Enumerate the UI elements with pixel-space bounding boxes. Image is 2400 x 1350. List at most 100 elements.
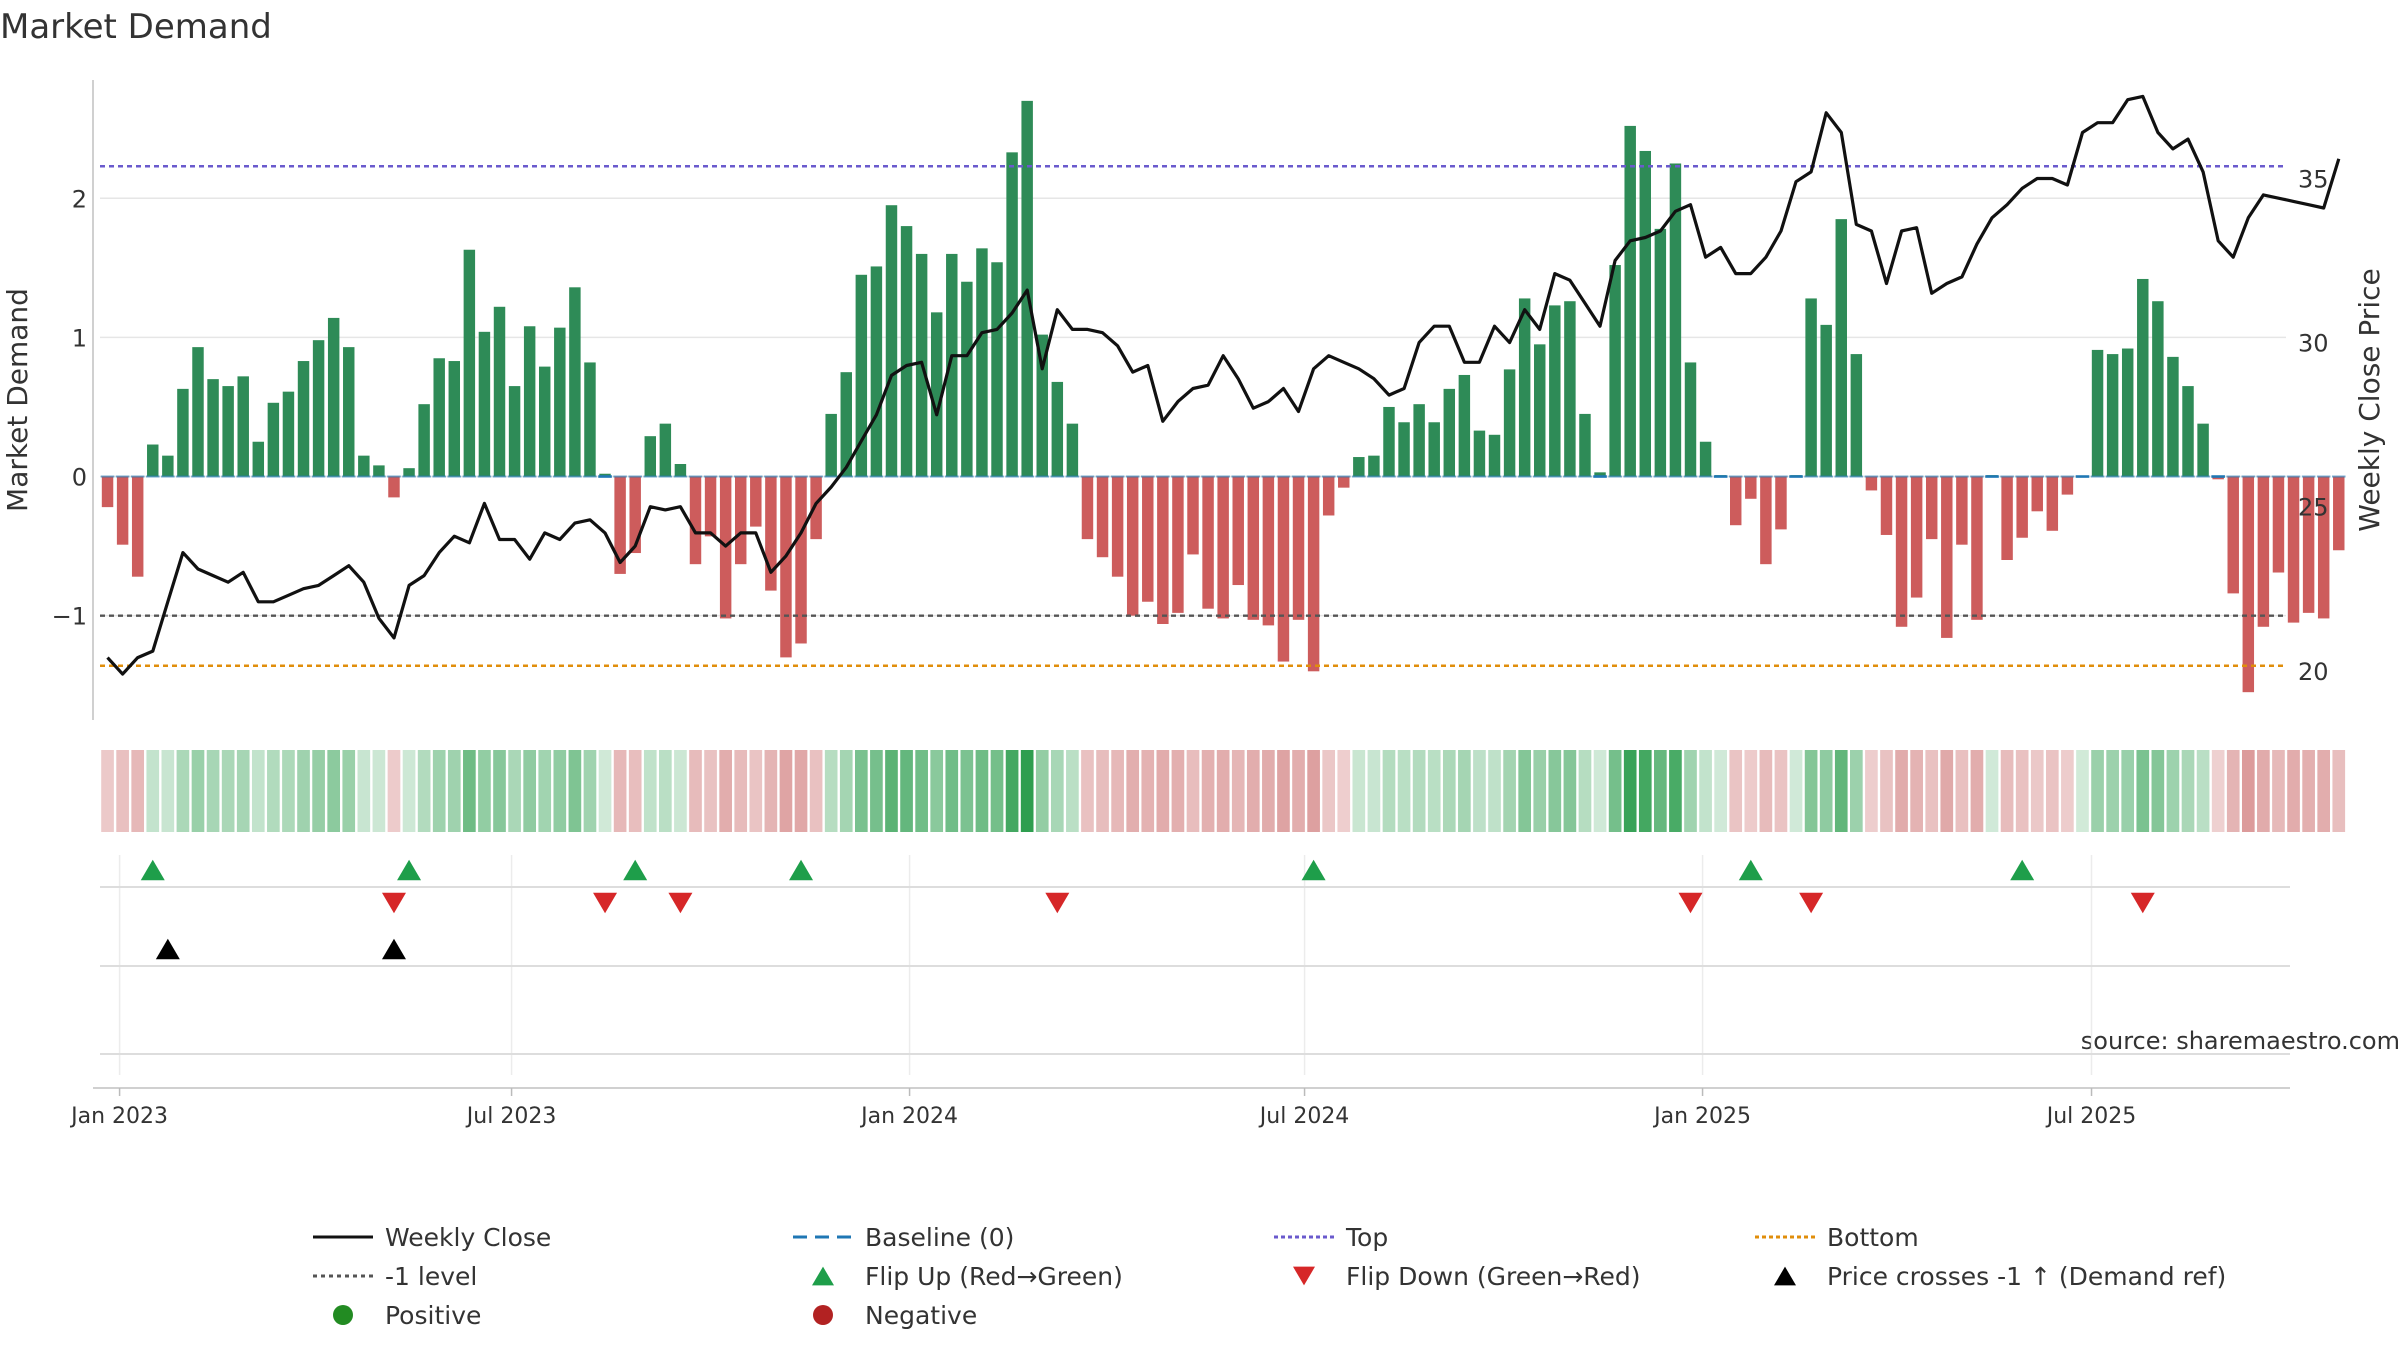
demand-bar-positive	[162, 455, 174, 477]
heat-cell	[1201, 750, 1215, 832]
demand-bar-positive	[1353, 457, 1365, 477]
heat-cell	[1684, 750, 1697, 832]
heat-cell	[478, 750, 491, 832]
heat-cell	[1669, 750, 1682, 832]
demand-bar-negative	[1111, 476, 1124, 577]
heat-cell	[1985, 750, 1999, 832]
demand-bar-negative	[1202, 476, 1214, 609]
demand-bar-positive	[358, 455, 370, 477]
demand-bar-positive	[433, 358, 445, 477]
demand-bar-negative	[101, 476, 114, 508]
heat-cell	[1910, 750, 1923, 832]
flip-down-marker	[381, 892, 406, 914]
demand-bar-negative	[2227, 476, 2239, 594]
demand-bar-negative	[1247, 476, 1260, 620]
demand-bar-positive	[493, 306, 506, 477]
demand-bar-negative	[2333, 476, 2345, 551]
demand-bar-negative	[1277, 476, 1290, 662]
heat-cell	[282, 750, 295, 832]
demand-bar-negative	[734, 476, 747, 565]
heat-cell	[779, 750, 793, 832]
heat-cell	[1638, 750, 1652, 832]
heat-cell	[960, 750, 974, 832]
demand-bar-positive	[2197, 423, 2209, 477]
demand-bar-negative	[1157, 476, 1169, 624]
x-tick-label: Jul 2024	[1258, 1104, 1350, 1129]
demand-bar-positive	[508, 386, 521, 477]
legend-item-negative: Negative	[813, 1301, 977, 1330]
demand-bar-negative	[2302, 476, 2315, 613]
demand-bar-positive	[1488, 434, 1501, 477]
heat-cell	[1096, 750, 1109, 832]
demand-bar-negative	[1338, 476, 1350, 488]
heat-cell	[794, 750, 808, 832]
y-tick-label-left: 0	[72, 464, 87, 492]
heat-cell	[643, 750, 657, 832]
heat-cell	[975, 750, 989, 832]
heat-cell	[1940, 750, 1954, 832]
heat-cell	[2272, 750, 2285, 832]
demand-bar-positive	[584, 362, 596, 477]
demand-bar-positive	[2182, 386, 2194, 477]
heat-cell	[357, 750, 371, 832]
demand-bar-negative	[2272, 476, 2285, 573]
legend-item-flip_down: Flip Down (Green→Red)	[1293, 1262, 1641, 1291]
x-tick-label: Jul 2023	[465, 1104, 557, 1129]
demand-bar-negative	[1126, 476, 1139, 616]
demand-bar-negative	[689, 476, 702, 565]
heat-cell	[523, 750, 536, 832]
heat-cell	[191, 750, 205, 832]
heat-cell	[1578, 750, 1592, 832]
demand-bar-negative	[1187, 476, 1199, 555]
heat-cell	[1744, 750, 1758, 832]
legend-item-top: Top	[1274, 1223, 1388, 1252]
heat-cell	[342, 750, 356, 832]
heat-cell	[689, 750, 702, 832]
heat-cell	[1427, 750, 1441, 832]
demand-bar-positive	[327, 317, 340, 477]
demand-bar-positive	[961, 281, 973, 477]
heat-cell	[101, 750, 114, 832]
demand-bar-negative	[1142, 476, 1154, 602]
heat-cell	[734, 750, 748, 832]
demand-bar-negative	[2001, 476, 2013, 560]
heat-cell	[2151, 750, 2165, 832]
demand-bar-negative	[1322, 476, 1335, 516]
demand-bar-negative	[388, 476, 400, 498]
demand-bar-negative	[1096, 476, 1109, 558]
demand-bar-negative	[2257, 476, 2270, 627]
demand-bar-positive	[1835, 219, 1847, 477]
demand-bar-negative	[1865, 476, 1878, 491]
heat-cell	[508, 750, 521, 832]
heat-cell	[583, 750, 597, 832]
demand-bar-negative	[2287, 476, 2300, 623]
heat-cell	[251, 750, 265, 832]
demand-bar-positive	[1639, 150, 1652, 477]
demand-bar-negative	[629, 476, 641, 554]
heat-cell	[1111, 750, 1124, 832]
demand-bar-positive	[1051, 381, 1064, 477]
heat-cell	[1880, 750, 1893, 832]
demand-bar-negative	[765, 476, 777, 591]
heat-cell	[1699, 750, 1712, 832]
demand-bar-positive	[1413, 404, 1425, 477]
demand-bar-positive	[554, 327, 566, 477]
demand-bar-negative	[1895, 476, 1908, 627]
demand-bars	[101, 100, 2345, 693]
heat-cell	[206, 750, 220, 832]
heat-cell	[824, 750, 838, 832]
heat-cell	[538, 750, 552, 832]
demand-bar-negative	[1172, 476, 1184, 613]
demand-bar-negative	[1730, 476, 1742, 526]
demand-bar-positive	[1594, 472, 1606, 477]
heat-cell	[1231, 750, 1245, 832]
heat-cell	[1608, 750, 1622, 832]
flip-up-marker	[140, 859, 165, 881]
demand-bar-positive	[147, 444, 159, 477]
flip-up-marker	[397, 859, 422, 881]
heat-cell	[1005, 750, 1019, 832]
demand-bar-positive	[373, 465, 385, 477]
heat-cell	[146, 750, 160, 832]
legend-swatch-price_cross	[1774, 1266, 1796, 1286]
heat-cell	[1458, 750, 1471, 832]
